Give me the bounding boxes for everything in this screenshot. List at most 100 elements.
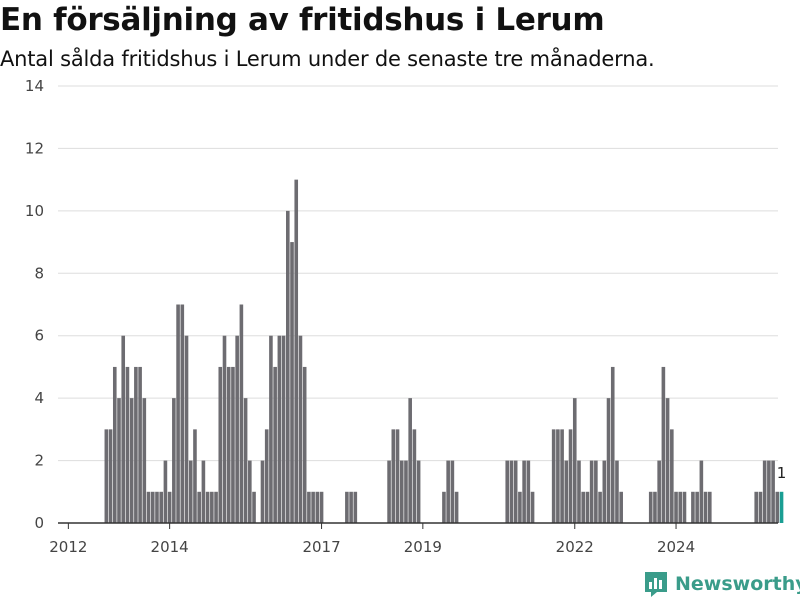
bar [104, 429, 109, 523]
bar [708, 491, 712, 523]
bar [653, 491, 657, 523]
bar [762, 460, 767, 523]
bar [150, 491, 155, 523]
bar [235, 335, 239, 523]
bar [577, 460, 581, 523]
bar [176, 304, 180, 523]
chart-title: En försäljning av fritidshus i Lerum [0, 2, 605, 38]
bar [353, 491, 358, 523]
bar [568, 429, 573, 523]
bar [594, 460, 598, 523]
bar [450, 460, 455, 523]
y-tick-label: 14 [25, 77, 44, 95]
bar [442, 491, 446, 523]
y-axis-labels: 0 2 4 6 8 10 12 14 [25, 77, 44, 532]
x-axis [58, 522, 778, 529]
bar [522, 460, 526, 523]
bar [775, 491, 780, 523]
bar [218, 366, 223, 523]
bar [767, 460, 771, 523]
bar [315, 491, 320, 523]
bar [273, 366, 277, 523]
bar [564, 460, 569, 523]
bar [771, 460, 775, 523]
bar [264, 429, 269, 523]
bar [205, 491, 210, 523]
bar [530, 491, 535, 523]
x-tick-label: 2014 [151, 538, 189, 556]
bar [307, 491, 311, 523]
bar [129, 398, 134, 523]
bar [598, 491, 602, 523]
bar [695, 491, 699, 523]
gridlines [58, 85, 778, 462]
bar [188, 460, 193, 523]
bar [260, 460, 265, 523]
bar [670, 429, 674, 523]
bar [682, 491, 687, 523]
bar [602, 460, 607, 523]
bar [454, 491, 459, 523]
bar [180, 304, 185, 523]
y-tick-label: 8 [34, 264, 44, 282]
bar [201, 460, 206, 523]
bar [661, 366, 666, 523]
bar [121, 335, 126, 523]
bar [222, 335, 227, 523]
bar [142, 398, 147, 523]
bar [446, 460, 450, 523]
bar [345, 491, 349, 523]
x-axis-labels: 2012 2014 2017 2019 2022 2024 [49, 538, 695, 556]
annotations: 1 [777, 464, 787, 482]
bar [560, 429, 564, 523]
bar [298, 335, 303, 523]
bar [239, 304, 244, 523]
bar [125, 366, 130, 523]
bar [648, 491, 653, 523]
bar [197, 491, 201, 523]
bar [619, 491, 623, 523]
bar [290, 242, 294, 523]
bar [155, 491, 159, 523]
bar [699, 460, 704, 523]
bar [505, 460, 510, 523]
bar [665, 398, 670, 523]
y-tick-label: 2 [34, 452, 44, 470]
chart-subtitle: Antal sålda fritidshus i Lerum under de … [0, 47, 655, 71]
bar [674, 491, 678, 523]
bar [231, 366, 235, 523]
newsworthy-logo: Newsworthy [643, 568, 800, 600]
y-tick-label: 6 [34, 327, 44, 345]
bars [104, 179, 784, 524]
bar [243, 398, 248, 523]
x-tick-label: 2017 [302, 538, 340, 556]
bar [248, 460, 252, 523]
bar [391, 429, 396, 523]
bar [606, 398, 611, 523]
bar [302, 366, 307, 523]
bar [703, 491, 708, 523]
bar [691, 491, 695, 523]
bar [167, 491, 172, 523]
bar [112, 366, 117, 523]
bar [226, 366, 231, 523]
y-tick-label: 0 [34, 514, 44, 532]
bar [556, 429, 560, 523]
bar [754, 491, 759, 523]
bar [526, 460, 531, 523]
x-tick-label: 2022 [556, 538, 594, 556]
bar [551, 429, 556, 523]
bar [387, 460, 391, 523]
bar [319, 491, 324, 523]
bar [138, 366, 142, 523]
bar [399, 460, 404, 523]
y-tick-label: 10 [25, 202, 44, 220]
y-tick-label: 12 [25, 139, 44, 157]
bar [395, 429, 400, 523]
bar [146, 491, 151, 523]
bar [610, 366, 615, 523]
bar [134, 366, 138, 523]
bar [758, 491, 763, 523]
bar [252, 491, 256, 523]
